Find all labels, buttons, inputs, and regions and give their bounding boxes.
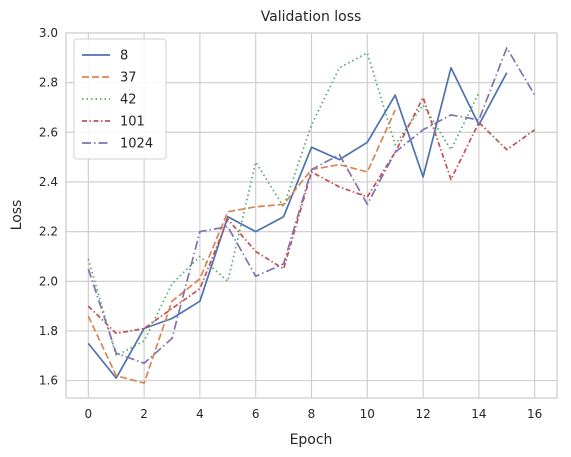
legend-label-8: 8 bbox=[120, 49, 128, 64]
series-line-42 bbox=[87, 52, 480, 357]
x-tick-label: 6 bbox=[252, 407, 260, 421]
series-layer bbox=[87, 47, 536, 384]
chart-title: Validation loss bbox=[261, 9, 362, 25]
legend: 8 37 42 101 1024 bbox=[73, 38, 167, 160]
y-tick-label: 2.2 bbox=[39, 225, 58, 239]
x-tick-label: 12 bbox=[415, 407, 430, 421]
y-tick-label: 2.8 bbox=[39, 76, 58, 90]
series-line-1024 bbox=[87, 47, 536, 365]
x-tick-label: 16 bbox=[527, 407, 542, 421]
legend-label-1024: 1024 bbox=[120, 137, 153, 152]
series-line-101 bbox=[87, 96, 536, 335]
x-tick-label: 4 bbox=[196, 407, 204, 421]
series-line-37 bbox=[87, 109, 396, 384]
y-tick-label: 1.8 bbox=[39, 324, 58, 338]
x-axis-label: Epoch bbox=[290, 432, 333, 448]
y-tick-label: 2.0 bbox=[39, 274, 58, 288]
x-tick-label: 14 bbox=[471, 407, 486, 421]
y-tick-label: 2.4 bbox=[39, 175, 58, 189]
x-tick-label: 10 bbox=[360, 407, 375, 421]
x-tick-label: 0 bbox=[84, 407, 92, 421]
y-tick-label: 3.0 bbox=[39, 26, 58, 40]
plot-area bbox=[65, 32, 558, 399]
y-tick-label: 1.6 bbox=[39, 374, 58, 388]
x-tick-label: 2 bbox=[140, 407, 148, 421]
legend-box bbox=[73, 38, 167, 160]
y-tick-label: 2.6 bbox=[39, 125, 58, 139]
legend-label-101: 101 bbox=[120, 115, 145, 130]
legend-label-42: 42 bbox=[120, 93, 137, 108]
x-tick-label: 8 bbox=[308, 407, 316, 421]
legend-label-37: 37 bbox=[120, 71, 137, 86]
x-axis-ticks: 0 2 4 6 8 10 12 14 16 bbox=[84, 407, 542, 421]
y-axis-label: Loss bbox=[9, 200, 25, 231]
y-axis-ticks: 1.6 1.8 2.0 2.2 2.4 2.6 2.8 3.0 bbox=[39, 26, 58, 388]
